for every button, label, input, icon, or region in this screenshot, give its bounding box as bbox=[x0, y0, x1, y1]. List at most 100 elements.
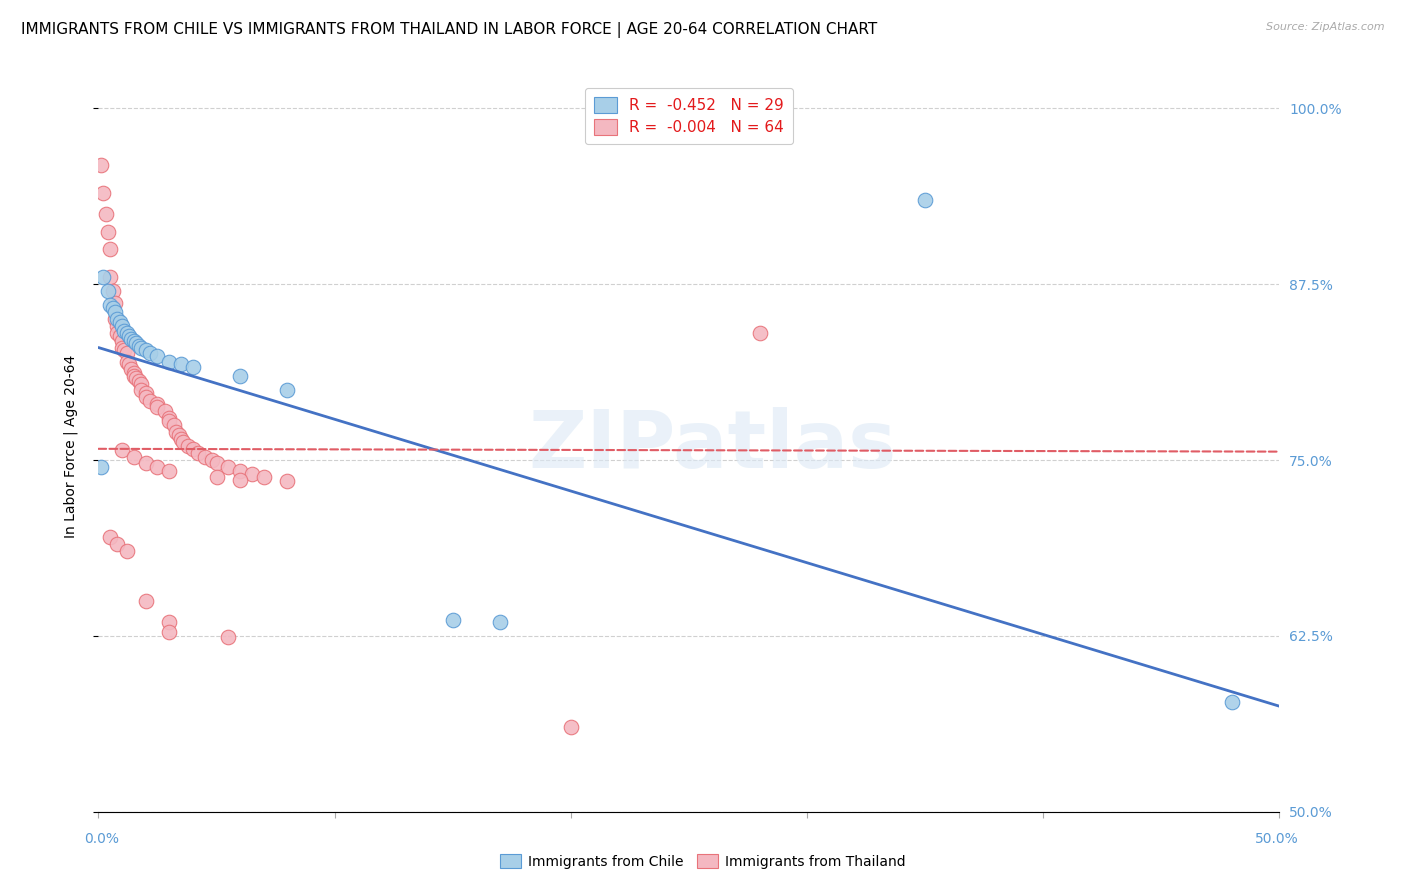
Point bbox=[125, 371, 148, 385]
Point bbox=[135, 390, 157, 404]
Point bbox=[115, 544, 138, 558]
Point bbox=[157, 410, 180, 425]
Point bbox=[90, 460, 112, 475]
Point bbox=[97, 285, 120, 299]
Point bbox=[560, 720, 582, 734]
Point bbox=[115, 346, 138, 360]
Point bbox=[135, 456, 157, 470]
Point bbox=[129, 383, 152, 397]
Point bbox=[118, 329, 141, 343]
Point bbox=[111, 341, 134, 355]
Y-axis label: In Labor Force | Age 20-64: In Labor Force | Age 20-64 bbox=[63, 354, 77, 538]
Point bbox=[122, 334, 145, 348]
Point bbox=[104, 295, 127, 310]
Point bbox=[98, 298, 121, 312]
Point bbox=[135, 593, 157, 607]
Point bbox=[139, 346, 162, 360]
Point bbox=[121, 332, 143, 346]
Point bbox=[229, 368, 252, 383]
Point bbox=[240, 467, 263, 482]
Point bbox=[187, 446, 209, 460]
Point bbox=[98, 242, 121, 256]
Point bbox=[170, 358, 193, 372]
Point bbox=[253, 470, 276, 484]
Point bbox=[105, 312, 128, 326]
Text: ZIPatlas: ZIPatlas bbox=[529, 407, 897, 485]
Point bbox=[118, 358, 141, 372]
Point bbox=[122, 368, 145, 383]
Point bbox=[111, 443, 134, 458]
Point bbox=[121, 361, 143, 376]
Point bbox=[94, 207, 117, 221]
Point bbox=[177, 439, 200, 453]
Point bbox=[115, 354, 138, 368]
Point bbox=[146, 460, 169, 475]
Point bbox=[105, 319, 128, 334]
Point bbox=[170, 432, 193, 446]
Point bbox=[157, 615, 180, 629]
Text: Source: ZipAtlas.com: Source: ZipAtlas.com bbox=[1267, 22, 1385, 32]
Point bbox=[229, 464, 252, 478]
Point bbox=[128, 339, 150, 353]
Point bbox=[146, 400, 169, 414]
Point bbox=[205, 470, 228, 484]
Point bbox=[105, 537, 128, 551]
Point bbox=[914, 193, 936, 207]
Point bbox=[135, 385, 157, 400]
Point bbox=[276, 383, 298, 397]
Point bbox=[101, 301, 124, 315]
Point bbox=[167, 427, 190, 442]
Point bbox=[91, 270, 114, 285]
Point bbox=[101, 285, 124, 299]
Point bbox=[122, 450, 145, 465]
Point bbox=[98, 531, 121, 545]
Point bbox=[217, 630, 239, 644]
Point bbox=[128, 374, 150, 388]
Point bbox=[98, 270, 121, 285]
Point bbox=[205, 456, 228, 470]
Point bbox=[1220, 695, 1243, 709]
Point bbox=[91, 186, 114, 200]
Point bbox=[201, 453, 224, 467]
Point bbox=[108, 329, 131, 343]
Point bbox=[104, 312, 127, 326]
Point bbox=[194, 450, 217, 465]
Point bbox=[489, 615, 512, 629]
Legend: R =  -0.452   N = 29, R =  -0.004   N = 64: R = -0.452 N = 29, R = -0.004 N = 64 bbox=[585, 88, 793, 145]
Point bbox=[139, 394, 162, 409]
Point bbox=[146, 349, 169, 363]
Text: IMMIGRANTS FROM CHILE VS IMMIGRANTS FROM THAILAND IN LABOR FORCE | AGE 20-64 COR: IMMIGRANTS FROM CHILE VS IMMIGRANTS FROM… bbox=[21, 22, 877, 38]
Point bbox=[90, 158, 112, 172]
Point bbox=[229, 473, 252, 487]
Point bbox=[157, 414, 180, 428]
Point bbox=[105, 326, 128, 341]
Point bbox=[157, 464, 180, 478]
Point bbox=[157, 354, 180, 368]
Point bbox=[153, 404, 176, 418]
Point bbox=[129, 341, 152, 355]
Text: 50.0%: 50.0% bbox=[1254, 832, 1299, 846]
Point bbox=[97, 225, 120, 239]
Point bbox=[276, 474, 298, 488]
Point bbox=[748, 326, 770, 341]
Point bbox=[157, 624, 180, 639]
Point bbox=[122, 366, 145, 380]
Point bbox=[108, 315, 131, 329]
Point bbox=[217, 460, 239, 475]
Point bbox=[125, 336, 148, 351]
Point bbox=[112, 324, 135, 338]
Legend: Immigrants from Chile, Immigrants from Thailand: Immigrants from Chile, Immigrants from T… bbox=[495, 848, 911, 874]
Point bbox=[165, 425, 187, 439]
Text: 0.0%: 0.0% bbox=[84, 832, 118, 846]
Point bbox=[441, 614, 464, 628]
Point bbox=[146, 397, 169, 411]
Point bbox=[112, 343, 135, 358]
Point bbox=[115, 326, 138, 341]
Point bbox=[135, 343, 157, 358]
Point bbox=[172, 434, 194, 449]
Point bbox=[129, 377, 152, 392]
Point bbox=[111, 319, 134, 334]
Point bbox=[181, 442, 204, 456]
Point bbox=[181, 360, 204, 375]
Point bbox=[111, 334, 134, 348]
